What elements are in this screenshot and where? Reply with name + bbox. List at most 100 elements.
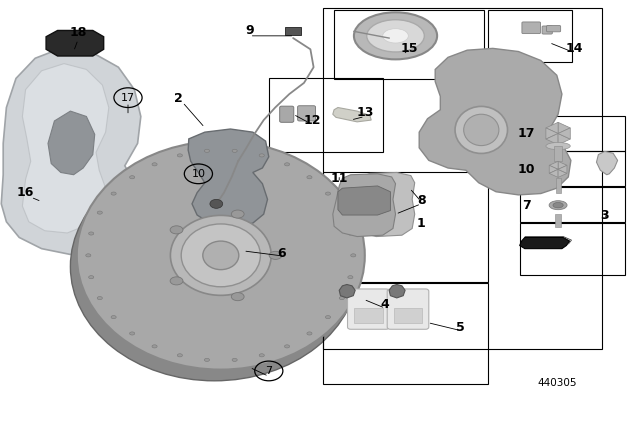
Ellipse shape	[285, 345, 290, 348]
Text: 440305: 440305	[537, 378, 577, 388]
Polygon shape	[558, 165, 567, 173]
FancyBboxPatch shape	[280, 106, 294, 122]
Ellipse shape	[367, 20, 424, 52]
Ellipse shape	[549, 201, 567, 210]
Polygon shape	[333, 108, 371, 122]
FancyBboxPatch shape	[547, 26, 561, 32]
Ellipse shape	[351, 254, 356, 257]
Ellipse shape	[325, 315, 330, 319]
Bar	[323, 8, 602, 349]
Bar	[488, 10, 572, 62]
Ellipse shape	[259, 154, 264, 157]
FancyBboxPatch shape	[298, 106, 316, 121]
Bar	[520, 223, 625, 275]
Text: 12: 12	[303, 113, 321, 127]
FancyBboxPatch shape	[542, 26, 552, 34]
Ellipse shape	[348, 276, 353, 279]
Polygon shape	[596, 151, 618, 175]
Bar	[334, 10, 484, 79]
Text: 15: 15	[401, 42, 419, 55]
Ellipse shape	[111, 192, 116, 195]
Ellipse shape	[152, 345, 157, 348]
Polygon shape	[419, 48, 571, 195]
Ellipse shape	[70, 152, 358, 381]
Ellipse shape	[232, 149, 237, 152]
Text: 5: 5	[456, 320, 465, 334]
Polygon shape	[48, 111, 95, 175]
Polygon shape	[558, 122, 570, 134]
Text: 2: 2	[173, 92, 182, 105]
Ellipse shape	[232, 358, 237, 362]
Polygon shape	[558, 128, 570, 139]
Polygon shape	[558, 169, 567, 177]
Polygon shape	[22, 64, 109, 233]
FancyBboxPatch shape	[522, 22, 540, 34]
Ellipse shape	[339, 297, 344, 300]
Ellipse shape	[89, 232, 94, 235]
Polygon shape	[546, 134, 558, 145]
Ellipse shape	[307, 176, 312, 179]
Bar	[269, 78, 383, 152]
Ellipse shape	[383, 29, 408, 43]
Ellipse shape	[325, 192, 330, 195]
Bar	[556, 178, 561, 193]
Text: 8: 8	[417, 194, 426, 207]
Ellipse shape	[204, 358, 209, 362]
Ellipse shape	[170, 215, 271, 295]
Text: 13: 13	[356, 105, 374, 119]
Bar	[323, 172, 488, 282]
Text: 7: 7	[522, 198, 531, 212]
Ellipse shape	[553, 202, 563, 208]
Ellipse shape	[89, 276, 94, 279]
Polygon shape	[546, 122, 558, 134]
Ellipse shape	[354, 12, 437, 59]
Bar	[520, 187, 625, 222]
Circle shape	[210, 199, 223, 208]
Text: 17: 17	[121, 93, 135, 103]
Ellipse shape	[231, 210, 244, 218]
Polygon shape	[339, 284, 355, 298]
Text: 10: 10	[517, 163, 535, 176]
Polygon shape	[188, 129, 269, 228]
Ellipse shape	[97, 211, 102, 214]
Ellipse shape	[129, 176, 134, 179]
Ellipse shape	[97, 297, 102, 300]
Polygon shape	[389, 284, 405, 298]
Ellipse shape	[77, 141, 365, 370]
Polygon shape	[549, 165, 558, 173]
Ellipse shape	[177, 354, 182, 357]
Text: 10: 10	[191, 169, 205, 179]
Polygon shape	[46, 30, 104, 56]
Ellipse shape	[86, 254, 91, 257]
Text: 14: 14	[566, 42, 584, 55]
Text: 7: 7	[265, 366, 273, 376]
Text: 16: 16	[17, 186, 35, 199]
Bar	[555, 214, 561, 227]
Polygon shape	[549, 161, 558, 169]
Polygon shape	[520, 237, 570, 249]
Text: 9: 9	[245, 24, 254, 37]
Polygon shape	[333, 174, 396, 237]
Ellipse shape	[203, 241, 239, 270]
Polygon shape	[549, 169, 558, 177]
Ellipse shape	[181, 224, 260, 287]
Ellipse shape	[455, 107, 508, 153]
Ellipse shape	[170, 226, 183, 234]
Bar	[554, 146, 562, 161]
Ellipse shape	[259, 354, 264, 357]
Ellipse shape	[231, 293, 244, 301]
Ellipse shape	[307, 332, 312, 335]
Ellipse shape	[152, 163, 157, 166]
Bar	[323, 283, 488, 384]
Bar	[520, 151, 625, 186]
Text: 4: 4	[381, 298, 390, 311]
Ellipse shape	[348, 232, 353, 235]
Ellipse shape	[285, 163, 290, 166]
Polygon shape	[558, 134, 570, 145]
FancyBboxPatch shape	[348, 289, 389, 329]
Ellipse shape	[546, 142, 570, 150]
Bar	[354, 308, 383, 323]
Ellipse shape	[129, 332, 134, 335]
Bar	[520, 116, 625, 151]
Text: 18: 18	[69, 26, 87, 39]
